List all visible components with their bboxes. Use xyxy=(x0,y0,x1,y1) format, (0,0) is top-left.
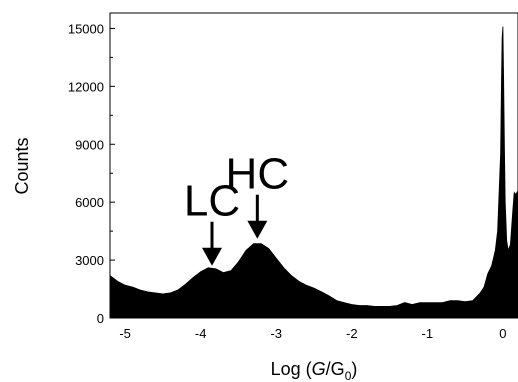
x-axis-title-prefix: Log ( xyxy=(271,359,312,379)
plot-area-frame xyxy=(109,12,518,319)
x-tick-label: 0 xyxy=(499,326,506,341)
annotation-label: HC xyxy=(226,150,290,199)
x-tick-label: -5 xyxy=(119,326,131,341)
x-axis: -5 -4 -3 -2 -1 0 xyxy=(119,313,507,341)
histogram-area xyxy=(109,26,518,319)
y-tick-label: 9000 xyxy=(75,137,104,152)
x-axis-title-subscript: 0 xyxy=(345,369,352,382)
y-tick-label: 6000 xyxy=(75,195,104,210)
x-axis-title: Log (G/G0) xyxy=(271,359,358,382)
y-tick-label: 0 xyxy=(97,311,104,326)
x-axis-title-g: G xyxy=(312,359,326,379)
y-axis-title: Counts xyxy=(12,137,32,194)
x-tick-label: -2 xyxy=(346,326,358,341)
annotation-arrow-head xyxy=(202,247,222,266)
annotation-arrow-head xyxy=(247,220,268,239)
x-axis-title-suffix: ) xyxy=(351,359,357,379)
x-tick-label: -3 xyxy=(270,326,282,341)
x-tick-label: -4 xyxy=(195,326,207,341)
y-tick-label: 12000 xyxy=(68,79,104,94)
y-tick-label: 3000 xyxy=(75,253,104,268)
y-axis: 0 3000 6000 9000 12000 15000 xyxy=(68,21,115,326)
x-tick-label: -1 xyxy=(422,326,434,341)
x-axis-title-slash: /G xyxy=(326,359,345,379)
annotation-label: LC xyxy=(184,177,240,226)
y-tick-label: 15000 xyxy=(68,21,104,36)
